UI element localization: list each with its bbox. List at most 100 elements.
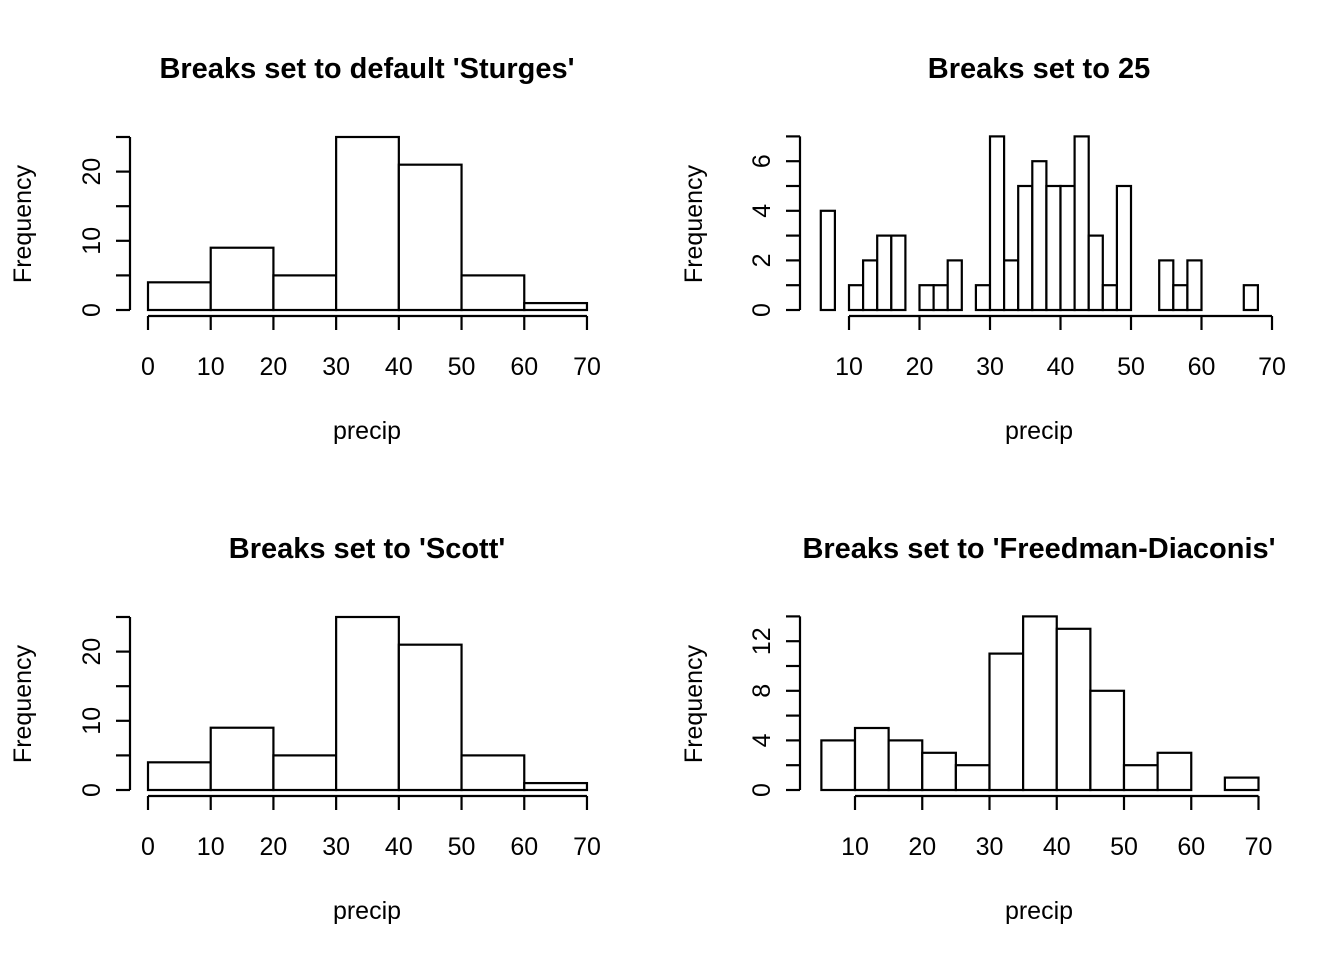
y-tick-label: 20 bbox=[78, 158, 106, 186]
x-tick-label: 10 bbox=[197, 833, 225, 861]
histogram-bar bbox=[335, 135, 400, 312]
histogram-bar bbox=[1031, 160, 1048, 312]
x-tick-label: 50 bbox=[1110, 833, 1138, 861]
histogram-bar bbox=[1059, 184, 1076, 312]
histogram-bar bbox=[853, 726, 890, 792]
histogram-bar bbox=[335, 615, 400, 792]
histogram-bar bbox=[1022, 615, 1058, 792]
histogram-bar bbox=[397, 163, 463, 312]
bars bbox=[146, 135, 589, 312]
x-axis-label: precip bbox=[333, 897, 401, 925]
x-tick-label: 60 bbox=[1188, 353, 1216, 381]
x-axis-label: precip bbox=[1005, 417, 1073, 445]
histogram-bar bbox=[819, 209, 836, 312]
histogram-bar bbox=[820, 739, 857, 792]
histogram-bar bbox=[1115, 184, 1133, 312]
x-tick-label: 40 bbox=[1043, 833, 1071, 861]
histogram-bar bbox=[272, 274, 338, 312]
y-tick-label: 8 bbox=[748, 684, 776, 698]
histogram-bar bbox=[946, 259, 963, 312]
y-tick-label: 0 bbox=[78, 303, 106, 317]
histogram-bar bbox=[988, 652, 1025, 792]
x-tick-label: 30 bbox=[976, 353, 1004, 381]
x-tick-label: 50 bbox=[1117, 353, 1145, 381]
x-tick-label: 60 bbox=[510, 353, 538, 381]
histogram-bar bbox=[1156, 751, 1193, 792]
histogram-bar bbox=[1172, 284, 1189, 312]
x-tick-label: 60 bbox=[510, 833, 538, 861]
x-tick-label: 30 bbox=[976, 833, 1004, 861]
x-tick-label: 20 bbox=[906, 353, 934, 381]
histogram-bar bbox=[921, 751, 957, 792]
x-tick-label: 40 bbox=[385, 833, 413, 861]
x-tick-label: 20 bbox=[908, 833, 936, 861]
y-axis-label: Frequency bbox=[9, 164, 37, 283]
x-tick-label: 0 bbox=[141, 833, 155, 861]
x-tick-label: 70 bbox=[573, 833, 601, 861]
y-tick-label: 2 bbox=[748, 253, 776, 267]
x-axis-label: precip bbox=[333, 417, 401, 445]
histogram-bar bbox=[932, 284, 949, 312]
y-tick-label: 0 bbox=[748, 783, 776, 797]
histogram-bar bbox=[954, 764, 991, 792]
histogram-bar bbox=[1073, 135, 1090, 312]
histogram-bar bbox=[1223, 776, 1260, 792]
histogram-bar bbox=[1158, 259, 1175, 312]
x-tick-label: 60 bbox=[1177, 833, 1205, 861]
y-axis: 0 10 20 bbox=[78, 135, 132, 317]
histogram-bar bbox=[146, 761, 212, 792]
histogram-bar bbox=[887, 739, 924, 792]
histogram-panel-1: Breaks set to default 'Sturges' 0 10 20 30 40… bbox=[9, 53, 601, 445]
histogram-bar bbox=[209, 726, 275, 792]
y-tick-label: 10 bbox=[78, 227, 106, 255]
x-tick-label: 20 bbox=[260, 833, 288, 861]
y-axis-label: Frequency bbox=[680, 644, 708, 763]
y-axis: 0 10 20 bbox=[78, 615, 132, 797]
y-tick-label: 20 bbox=[78, 638, 106, 666]
histogram-bar bbox=[1186, 259, 1203, 312]
histogram-bar bbox=[988, 135, 1006, 312]
x-axis: 0 10 20 30 40 50 60 70 bbox=[141, 794, 601, 861]
histogram-bar bbox=[876, 234, 893, 312]
y-tick-label: 6 bbox=[748, 154, 776, 168]
histogram-bar bbox=[146, 281, 212, 312]
histogram-bar bbox=[209, 246, 275, 312]
histogram-bar bbox=[1045, 184, 1062, 312]
histogram-bar bbox=[1101, 284, 1119, 312]
histogram-bar bbox=[1002, 259, 1020, 312]
x-tick-label: 10 bbox=[835, 353, 863, 381]
x-tick-label: 70 bbox=[573, 353, 601, 381]
x-tick-label: 70 bbox=[1245, 833, 1273, 861]
x-axis: 0 10 20 30 40 50 60 70 bbox=[141, 314, 601, 381]
chart-title: Breaks set to 'Scott' bbox=[229, 533, 506, 565]
histogram-panel-4: Breaks set to 'Freedman-Diaconis' 10 20 30 4… bbox=[680, 533, 1276, 925]
bars bbox=[146, 615, 589, 792]
histogram-bar bbox=[861, 259, 879, 312]
x-tick-label: 70 bbox=[1258, 353, 1286, 381]
x-axis-label: precip bbox=[1005, 897, 1073, 925]
histogram-bar bbox=[974, 284, 992, 312]
x-tick-label: 0 bbox=[141, 353, 155, 381]
histogram-bar bbox=[890, 234, 907, 312]
chart-title: Breaks set to default 'Sturges' bbox=[159, 53, 574, 85]
y-axis-label: Frequency bbox=[680, 164, 708, 283]
x-tick-label: 10 bbox=[197, 353, 225, 381]
y-tick-label: 0 bbox=[78, 783, 106, 797]
histogram-panel-3: Breaks set to 'Scott' 0 10 20 30 40 50 60 70 0 10 2… bbox=[9, 533, 601, 925]
x-tick-label: 50 bbox=[448, 353, 476, 381]
y-tick-label: 4 bbox=[748, 204, 776, 218]
histogram-bar bbox=[523, 781, 589, 792]
x-tick-label: 20 bbox=[260, 353, 288, 381]
x-axis: 10 20 30 40 50 60 70 bbox=[841, 794, 1273, 861]
x-axis: 10 20 30 40 50 60 70 bbox=[835, 314, 1286, 381]
histogram-bar bbox=[1087, 234, 1104, 312]
histogram-bar bbox=[460, 274, 526, 312]
y-axis: 0 2 4 6 bbox=[748, 135, 802, 317]
histogram-bar bbox=[1089, 689, 1126, 792]
histogram-bar bbox=[1055, 627, 1092, 792]
histogram-bar bbox=[1122, 764, 1159, 792]
y-tick-label: 12 bbox=[748, 627, 776, 655]
y-tick-label: 0 bbox=[748, 303, 776, 317]
histogram-panel-2: Breaks set to 25 10 20 30 40 50 60 70 0 2 4 6 precip… bbox=[680, 53, 1286, 445]
